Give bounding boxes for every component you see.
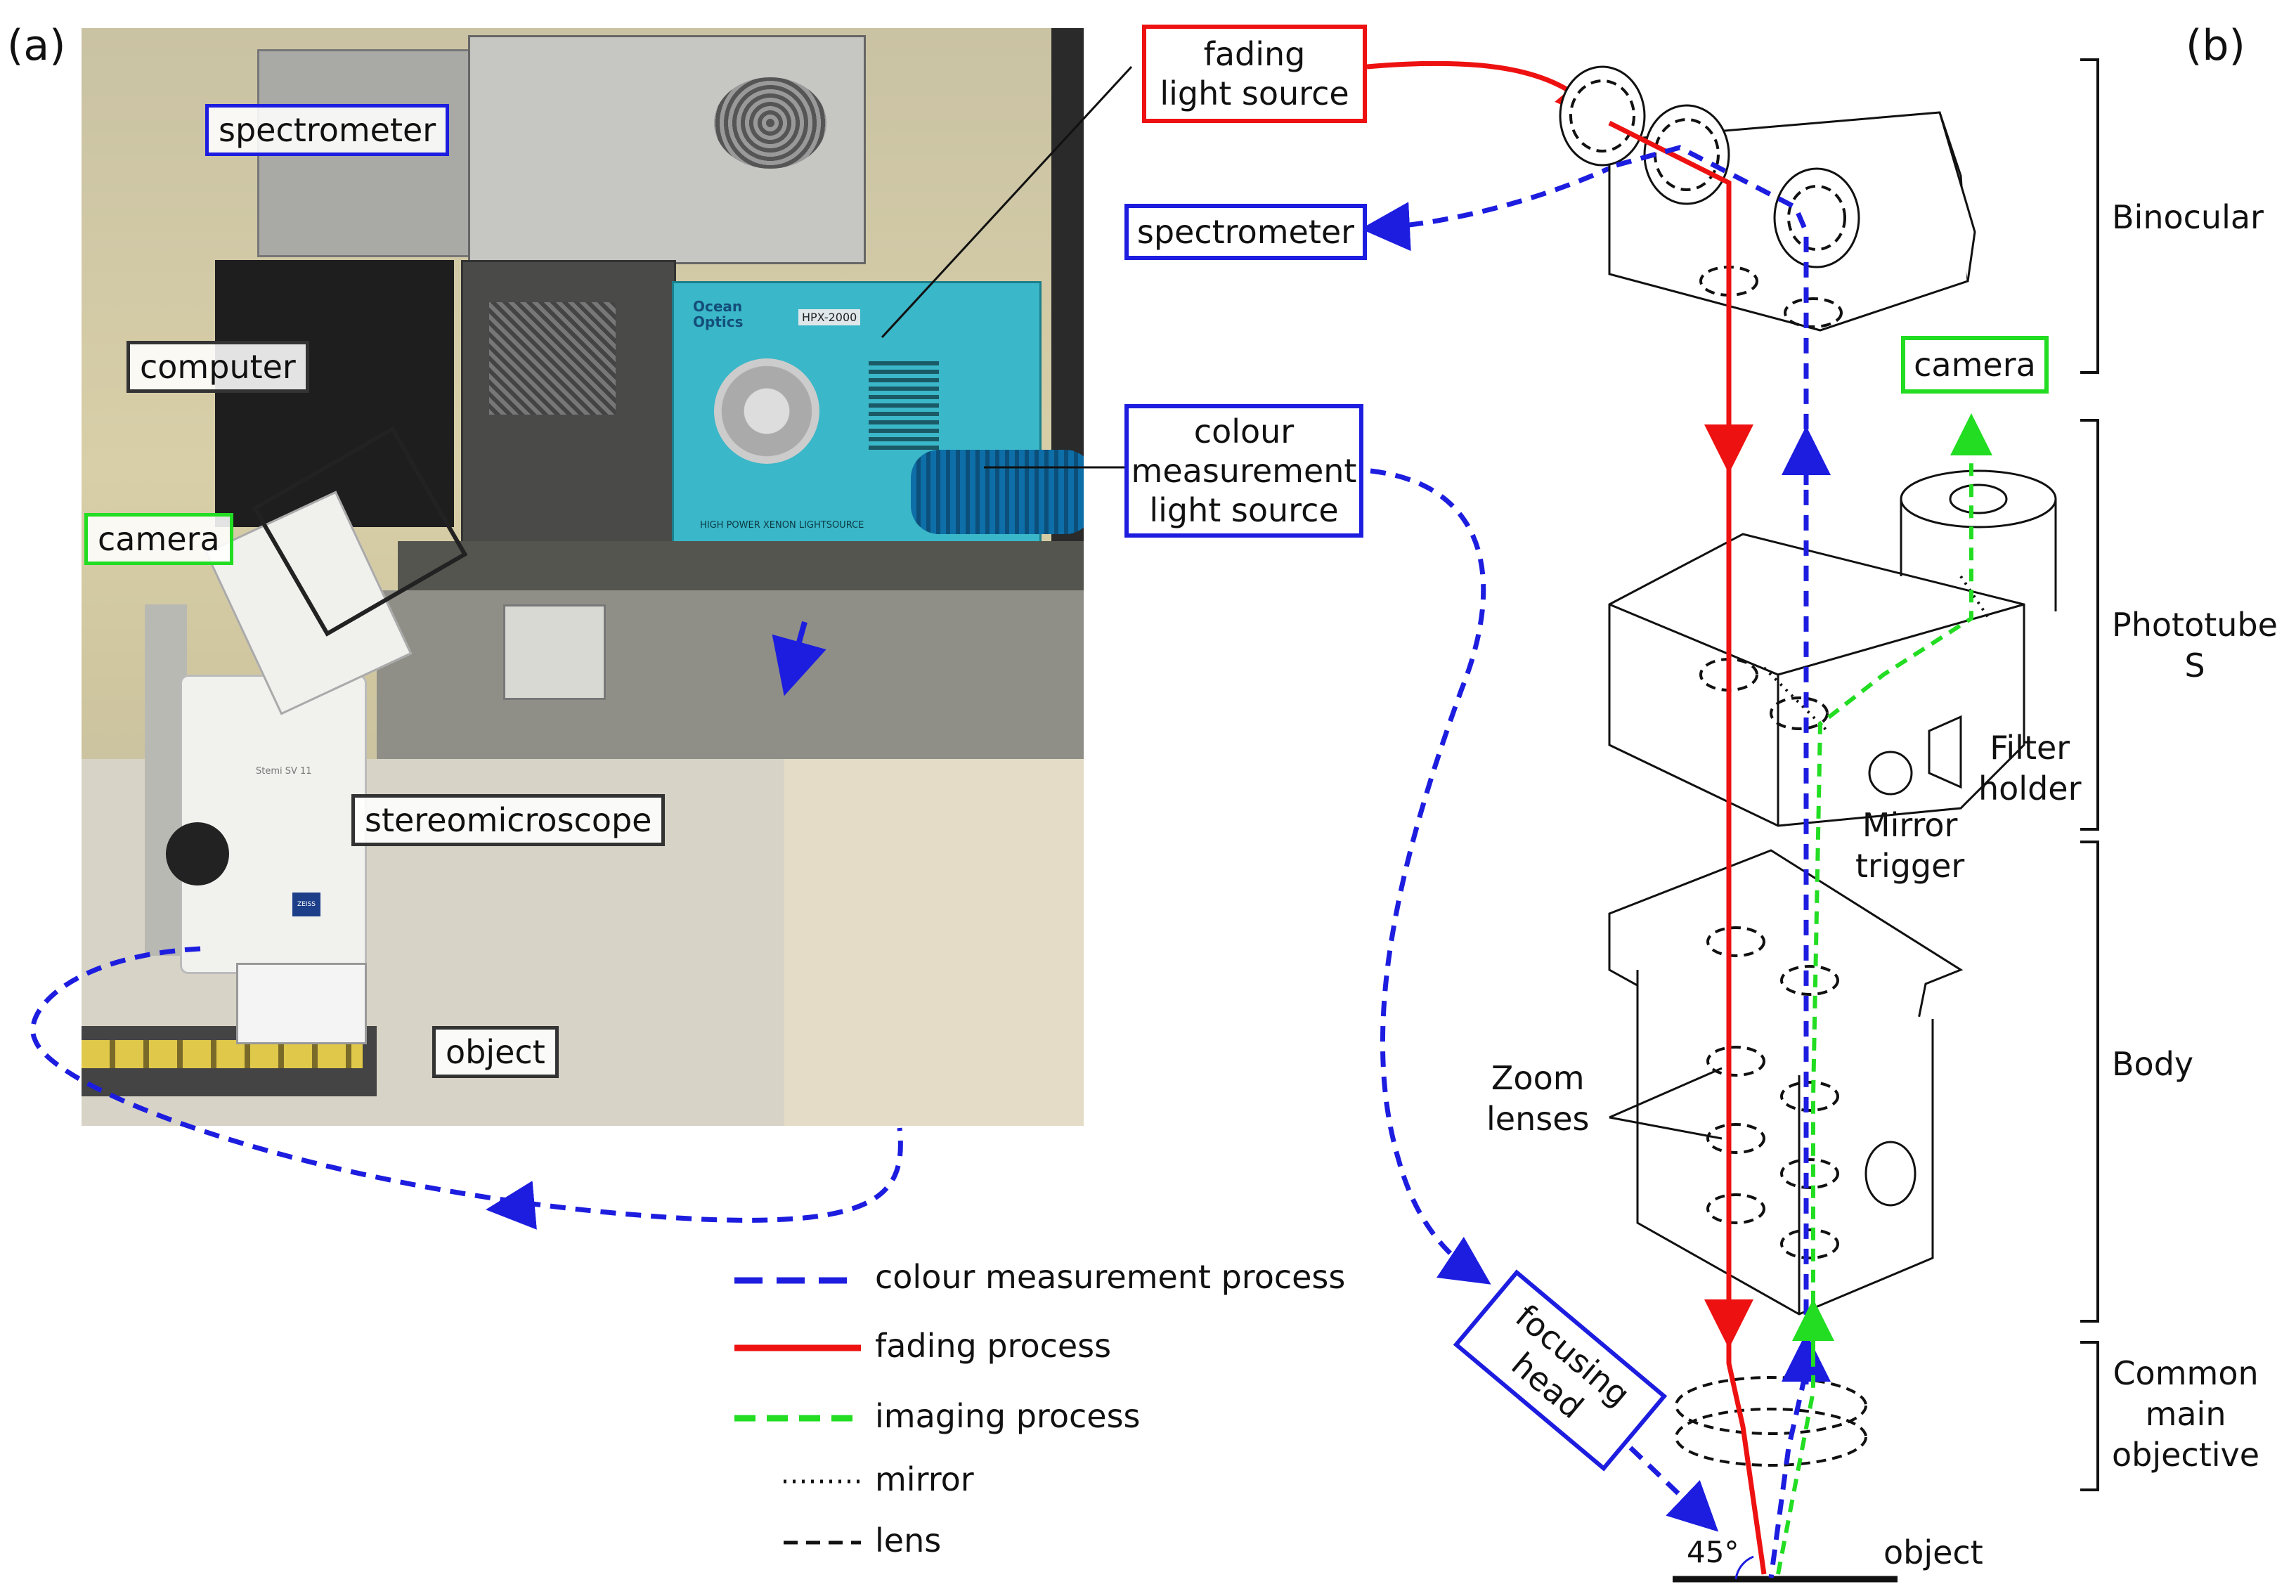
objective-line1: Common	[2113, 1354, 2259, 1392]
focusing-head-photo	[236, 963, 367, 1044]
colour-measurement-loop	[30, 946, 903, 1223]
computer-fan	[489, 302, 616, 415]
binocular-drawing	[1559, 65, 1976, 332]
section-brackets	[2080, 58, 2099, 1491]
filter-holder-line2: holder	[1978, 770, 2082, 807]
spectrometer-arrow	[1361, 162, 1618, 252]
fading-light-source-line2: light source	[1160, 74, 1349, 112]
colour-light-source-body	[911, 450, 1084, 534]
lightsource-vent	[869, 358, 939, 450]
table-front	[377, 590, 1084, 759]
background-right	[784, 759, 1084, 1126]
panel-label-a: (a)	[7, 21, 66, 70]
loop-arrowhead	[486, 1181, 537, 1230]
callout-fading-light-source: fading light source	[1142, 25, 1367, 123]
ocean-optics-logo: Ocean Optics	[693, 298, 744, 330]
colour-source-line3: light source	[1149, 491, 1339, 529]
fading-light-source-line1: fading	[1203, 35, 1306, 73]
colour-source-line2: measurement	[1131, 452, 1357, 490]
legend-label-fading: fading process	[875, 1327, 1112, 1365]
legend-label-lens: lens	[875, 1522, 942, 1559]
computer-case	[215, 260, 454, 527]
objective-line2: main	[2145, 1395, 2226, 1433]
focusing-head-arrow	[1628, 1446, 1719, 1532]
fiber-arrow-blue	[772, 621, 826, 696]
section-binocular: Binocular	[2112, 198, 2264, 236]
object-plate	[82, 1040, 363, 1068]
phototubes-drawing	[1608, 469, 2057, 827]
callout-colour-measurement-light-source: colour measurement light source	[1124, 404, 1363, 538]
phototube-mirrors	[1763, 575, 1990, 732]
zeiss-logo: ZEISS	[292, 893, 320, 916]
label-mirror-trigger: Mirror trigger	[1855, 805, 1964, 886]
zoom-lenses-line1: Zoom	[1491, 1059, 1585, 1097]
photo-label-computer: computer	[127, 341, 309, 393]
colour-measurement-path	[1616, 145, 1809, 1578]
callout-spectrometer: spectrometer	[1124, 204, 1367, 260]
section-phototubes: Phototube S	[2112, 604, 2278, 686]
callout-camera: camera	[1901, 336, 2049, 394]
fan-grille-top	[714, 77, 826, 169]
objective-line3: objective	[2112, 1436, 2260, 1474]
panel-label-b: (b)	[2186, 21, 2245, 70]
label-zoom-lenses: Zoom lenses	[1486, 1058, 1589, 1139]
fading-leader-line	[881, 65, 1133, 339]
phototubes-line1: Phototube	[2112, 606, 2278, 644]
label-angle: 45°	[1687, 1535, 1739, 1569]
photo-label-stereomicroscope: stereomicroscope	[351, 794, 666, 846]
zoom-lens-pointer-1	[1609, 1067, 1723, 1119]
legend-label-imaging: imaging process	[875, 1397, 1141, 1435]
phototubes-line2: S	[2184, 647, 2205, 685]
microscope-focus-knob	[166, 822, 229, 885]
filter-holder-line1: Filter	[1990, 729, 2070, 767]
table-top	[398, 541, 1084, 590]
zoom-lens-pointer-2	[1609, 1116, 1723, 1140]
mirror-trigger-line1: Mirror	[1862, 806, 1958, 844]
legend-label-colour-measurement: colour measurement process	[875, 1258, 1346, 1296]
microscope-model: Stemi SV 11	[256, 766, 312, 777]
imaging-path	[1776, 413, 1992, 1575]
photo-label-object: object	[432, 1026, 559, 1078]
photo-label-camera: camera	[84, 513, 233, 565]
hpx-model-label: HPX-2000	[798, 309, 861, 325]
xenon-lightsource-port	[714, 358, 819, 464]
colour-source-curve	[1370, 468, 1491, 1285]
label-object: object	[1883, 1533, 1983, 1571]
section-body: Body	[2112, 1045, 2194, 1083]
fading-path	[1608, 120, 1767, 1575]
lightsource-caption: HIGH POWER XENON LIGHTSOURCE	[700, 520, 864, 531]
colour-source-line1: colour	[1193, 413, 1295, 450]
zoom-lenses-line2: lenses	[1486, 1100, 1590, 1138]
label-filter-holder: Filter holder	[1978, 727, 2082, 809]
photo-label-spectrometer: spectrometer	[205, 104, 450, 156]
angle-arc	[1734, 1555, 1754, 1580]
body-drawing	[1608, 849, 1964, 1316]
microscope-body	[180, 675, 367, 974]
power-outlet	[503, 604, 606, 700]
section-common-main-objective: Common main objective	[2112, 1353, 2259, 1475]
body-lenses	[1706, 926, 1839, 1259]
objective-lenses	[1675, 1376, 1867, 1467]
legend-label-mirror: mirror	[875, 1460, 974, 1498]
mirror-trigger-line2: trigger	[1855, 847, 1965, 885]
